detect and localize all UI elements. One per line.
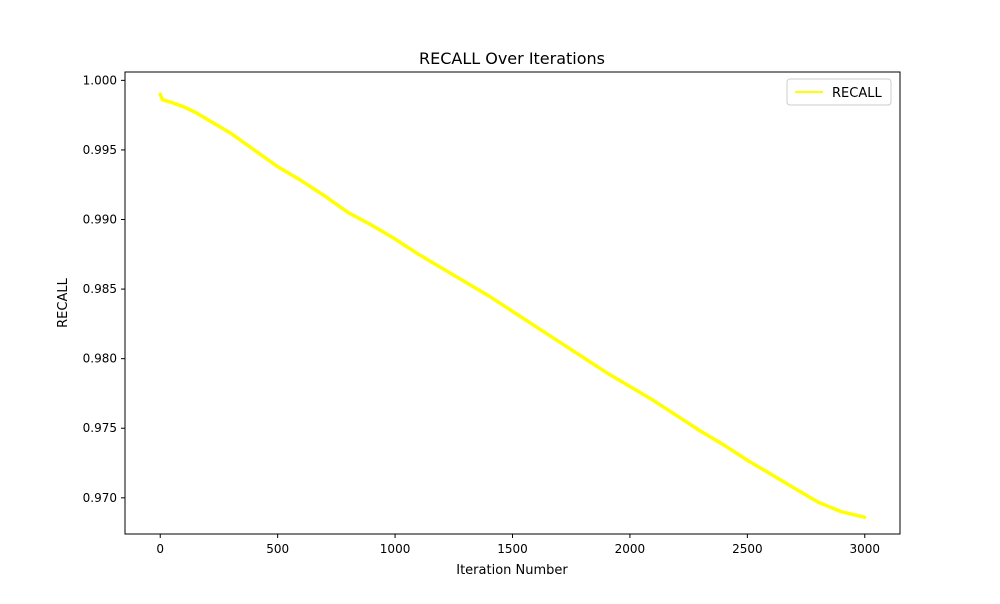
- x-axis: 0 500 1000 1500 2000 2500 3000: [156, 534, 880, 556]
- legend-box: [786, 78, 892, 106]
- y-axis-label: RECALL: [56, 277, 71, 327]
- x-tick-label: 1000: [380, 542, 411, 556]
- series-line-recall: [158, 92, 867, 520]
- plot-content: [158, 92, 867, 520]
- y-tick-label: 0.990: [83, 213, 117, 227]
- x-tick-label: 2500: [732, 542, 763, 556]
- chart-title: RECALL Over Iterations: [419, 49, 605, 68]
- y-axis: 0.970 0.975 0.980 0.985 0.990 0.995 1.000: [83, 73, 125, 505]
- x-tick-label: 500: [266, 542, 289, 556]
- x-tick-label: 0: [156, 542, 164, 556]
- y-tick-label: 0.985: [83, 282, 117, 296]
- x-tick-label: 2000: [615, 542, 646, 556]
- x-tick-label: 1500: [497, 542, 528, 556]
- x-axis-label: Iteration Number: [456, 563, 568, 578]
- legend: RECALL: [786, 78, 892, 106]
- y-tick-label: 0.975: [83, 421, 117, 435]
- x-tick-label: 3000: [849, 542, 880, 556]
- legend-label: RECALL: [832, 86, 882, 101]
- y-tick-label: 0.970: [83, 491, 117, 505]
- y-tick-label: 0.995: [83, 143, 117, 157]
- y-tick-label: 1.000: [83, 73, 117, 87]
- y-tick-label: 0.980: [83, 352, 117, 366]
